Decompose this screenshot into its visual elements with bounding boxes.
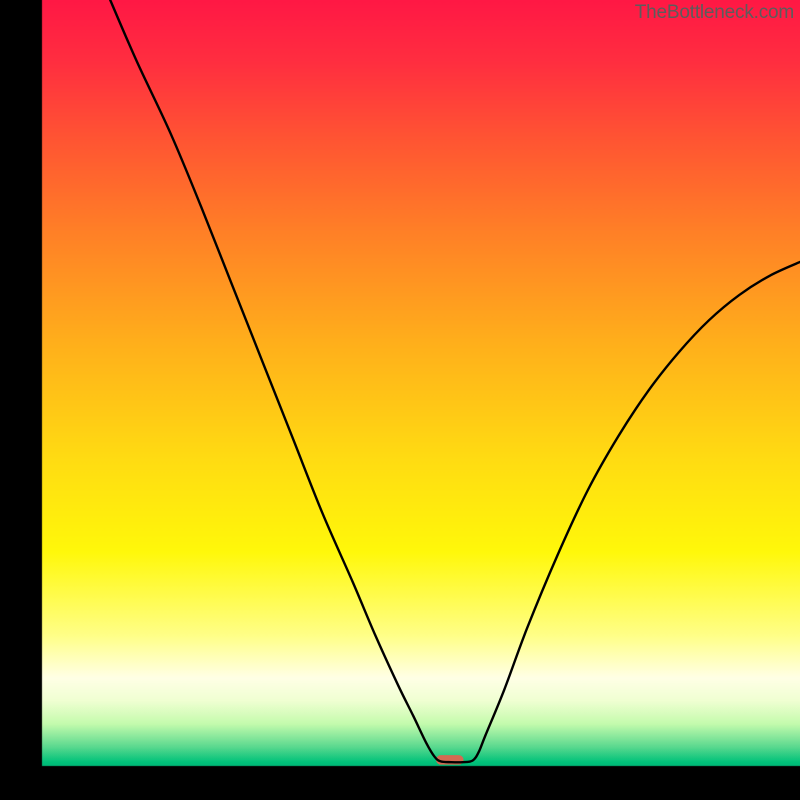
chart-container: TheBottleneck.com	[0, 0, 800, 800]
chart-overlay	[0, 0, 800, 800]
watermark-text: TheBottleneck.com	[635, 2, 794, 24]
bottleneck-curve	[110, 0, 800, 762]
